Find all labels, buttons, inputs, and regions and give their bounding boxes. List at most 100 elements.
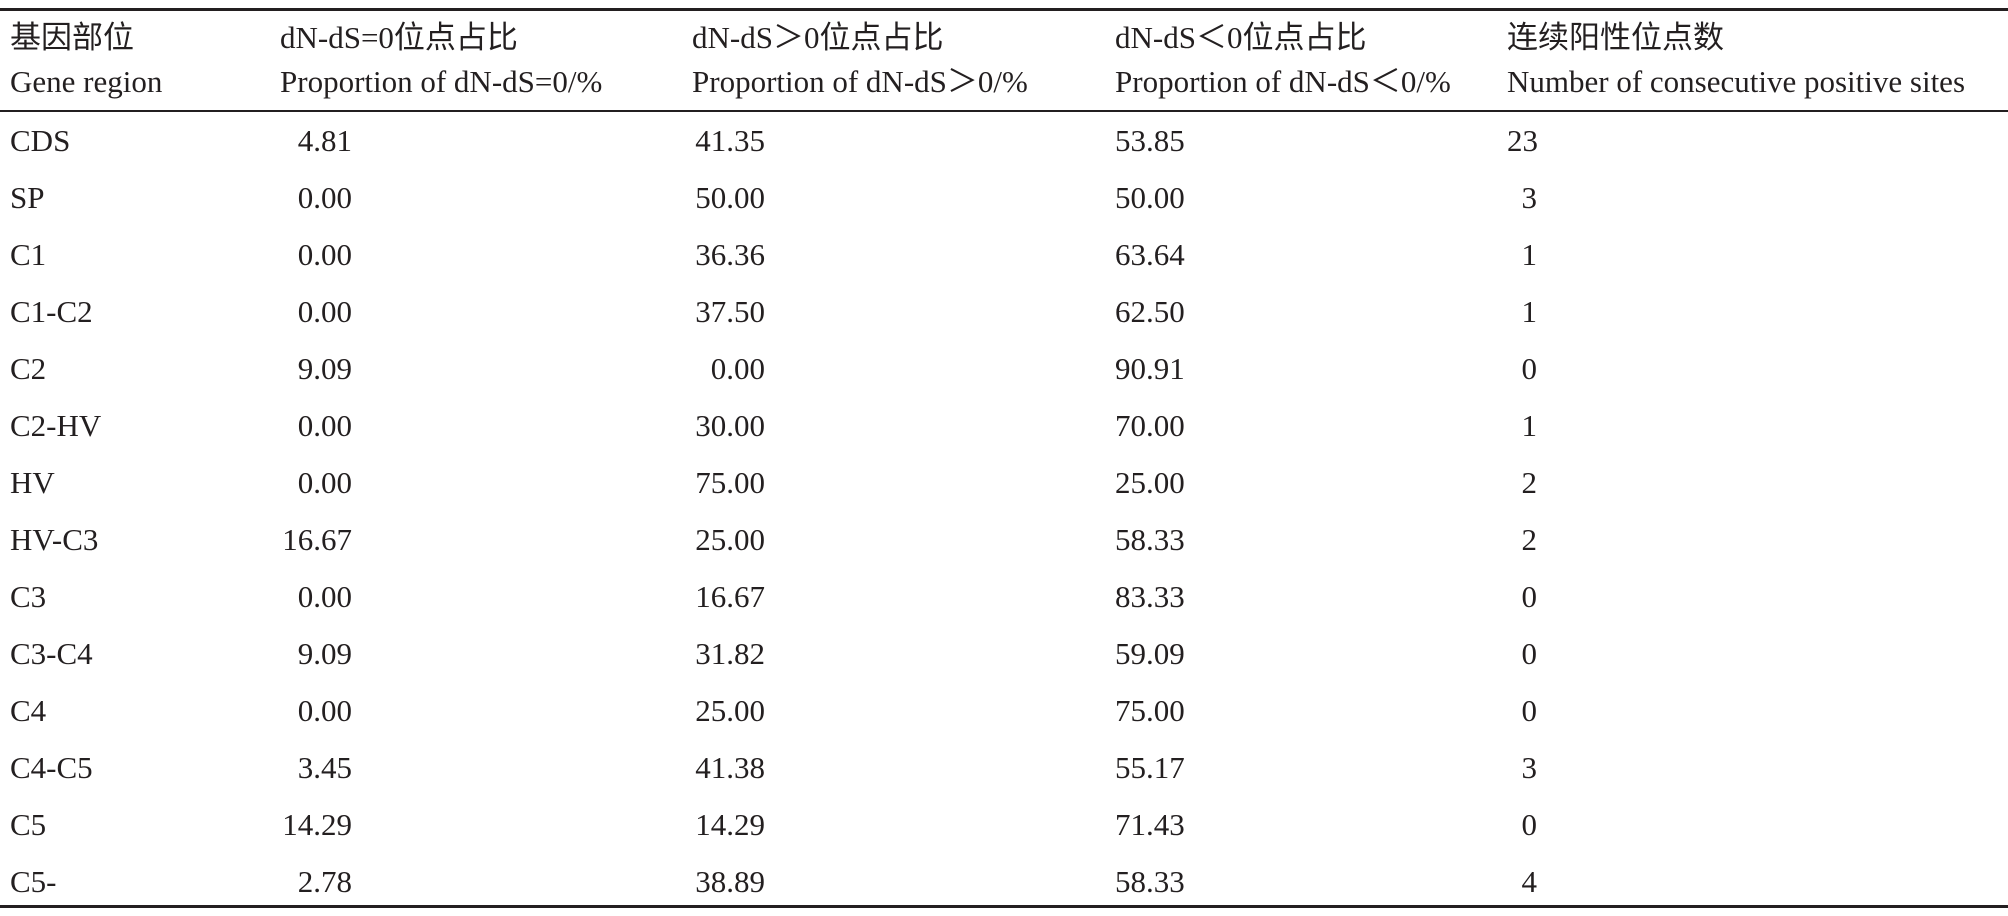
table-row: C4-C5 3.45 41.38 55.17 3	[0, 739, 2008, 796]
cell-gene-region: C4-C5	[10, 750, 93, 785]
cell-dnds-zero: 3.45	[297, 750, 352, 785]
header-consecutive-sites-en: Number of consecutive positive sites	[1507, 64, 1966, 99]
cell-dnds-negative: 50.00	[1115, 180, 1185, 215]
cell-dnds-negative: 71.43	[1115, 807, 1185, 842]
cell-dnds-zero: 0.00	[297, 237, 352, 272]
cell-consecutive-sites: 0	[1521, 351, 1538, 386]
header-dnds-positive: dN-dS＞0位点占比 Proportion of dN-dS＞0/%	[692, 16, 1028, 104]
cell-gene-region: C4	[10, 693, 47, 728]
cell-dnds-zero: 0.00	[297, 465, 352, 500]
cell-consecutive-sites: 1	[1521, 408, 1538, 443]
cell-dnds-positive: 25.00	[695, 522, 765, 557]
cell-dnds-zero: 0.00	[297, 408, 352, 443]
header-dnds-positive-en: Proportion of dN-dS＞0/%	[692, 64, 1028, 99]
cell-gene-region: HV	[10, 465, 55, 500]
cell-dnds-zero: 16.67	[282, 522, 352, 557]
cell-consecutive-sites: 23	[1507, 123, 1538, 158]
cell-dnds-negative: 53.85	[1115, 123, 1185, 158]
cell-dnds-positive: 31.82	[695, 636, 765, 671]
cell-dnds-positive: 30.00	[695, 408, 765, 443]
cell-dnds-positive: 75.00	[695, 465, 765, 500]
cell-gene-region: C1-C2	[10, 294, 93, 329]
cell-consecutive-sites: 0	[1521, 807, 1538, 842]
table-row: C5- 2.78 38.89 58.33 4	[0, 853, 2008, 910]
cell-dnds-zero: 2.78	[297, 864, 352, 899]
header-dnds-zero: dN-dS=0位点占比 Proportion of dN-dS=0/%	[280, 16, 602, 104]
table-row: C2 9.09 0.00 90.91 0	[0, 340, 2008, 397]
header-consecutive-sites-zh: 连续阳性位点数	[1507, 20, 1724, 55]
table-body: CDS 4.81 41.35 53.85 23 SP 0.00 50.00 50…	[0, 112, 2008, 910]
cell-dnds-negative: 25.00	[1115, 465, 1185, 500]
cell-consecutive-sites: 0	[1521, 636, 1538, 671]
cell-gene-region: C3	[10, 579, 47, 614]
cell-dnds-negative: 63.64	[1115, 237, 1185, 272]
table-row: CDS 4.81 41.35 53.85 23	[0, 112, 2008, 169]
cell-consecutive-sites: 3	[1521, 750, 1538, 785]
cell-consecutive-sites: 2	[1521, 465, 1538, 500]
cell-dnds-negative: 70.00	[1115, 408, 1185, 443]
cell-dnds-negative: 55.17	[1115, 750, 1185, 785]
cell-consecutive-sites: 2	[1521, 522, 1538, 557]
header-gene-region-zh: 基因部位	[10, 20, 134, 55]
cell-dnds-positive: 14.29	[695, 807, 765, 842]
cell-consecutive-sites: 1	[1521, 294, 1538, 329]
cell-dnds-negative: 90.91	[1115, 351, 1185, 386]
cell-dnds-zero: 9.09	[297, 351, 352, 386]
table-row: HV-C3 16.67 25.00 58.33 2	[0, 511, 2008, 568]
table-row: SP 0.00 50.00 50.00 3	[0, 169, 2008, 226]
cell-dnds-positive: 36.36	[695, 237, 765, 272]
header-dnds-zero-en: Proportion of dN-dS=0/%	[280, 64, 603, 99]
table-row: C2-HV 0.00 30.00 70.00 1	[0, 397, 2008, 454]
cell-dnds-zero: 14.29	[282, 807, 352, 842]
cell-dnds-positive: 16.67	[695, 579, 765, 614]
header-dnds-negative-en: Proportion of dN-dS＜0/%	[1115, 64, 1451, 99]
cell-dnds-positive: 41.38	[695, 750, 765, 785]
cell-dnds-zero: 4.81	[297, 123, 352, 158]
cell-dnds-positive: 37.50	[695, 294, 765, 329]
header-dnds-positive-zh: dN-dS＞0位点占比	[692, 20, 944, 55]
cell-dnds-zero: 0.00	[297, 579, 352, 614]
table-row: C3 0.00 16.67 83.33 0	[0, 568, 2008, 625]
cell-dnds-negative: 59.09	[1115, 636, 1185, 671]
cell-dnds-zero: 9.09	[297, 636, 352, 671]
table-header-rule	[0, 110, 2008, 112]
cell-gene-region: C5	[10, 807, 47, 842]
cell-dnds-zero: 0.00	[297, 294, 352, 329]
cell-dnds-zero: 0.00	[297, 693, 352, 728]
cell-dnds-positive: 50.00	[695, 180, 765, 215]
cell-consecutive-sites: 1	[1521, 237, 1538, 272]
table-row: C3-C4 9.09 31.82 59.09 0	[0, 625, 2008, 682]
cell-gene-region: C2	[10, 351, 47, 386]
header-consecutive-sites: 连续阳性位点数 Number of consecutive positive s…	[1507, 16, 1965, 104]
cell-dnds-zero: 0.00	[297, 180, 352, 215]
cell-dnds-positive: 41.35	[695, 123, 765, 158]
cell-consecutive-sites: 4	[1521, 864, 1538, 899]
cell-consecutive-sites: 0	[1521, 579, 1538, 614]
cell-gene-region: HV-C3	[10, 522, 99, 557]
header-dnds-negative-zh: dN-dS＜0位点占比	[1115, 20, 1367, 55]
header-gene-region: 基因部位 Gene region	[10, 16, 162, 104]
table-top-rule	[0, 8, 2008, 11]
header-dnds-negative: dN-dS＜0位点占比 Proportion of dN-dS＜0/%	[1115, 16, 1451, 104]
cell-gene-region: C3-C4	[10, 636, 93, 671]
cell-gene-region: C2-HV	[10, 408, 102, 443]
table-row: C1-C2 0.00 37.50 62.50 1	[0, 283, 2008, 340]
table-row: C1 0.00 36.36 63.64 1	[0, 226, 2008, 283]
cell-dnds-positive: 38.89	[695, 864, 765, 899]
cell-dnds-negative: 62.50	[1115, 294, 1185, 329]
header-gene-region-en: Gene region	[10, 64, 163, 99]
table-row: HV 0.00 75.00 25.00 2	[0, 454, 2008, 511]
cell-dnds-negative: 58.33	[1115, 522, 1185, 557]
cell-gene-region: C1	[10, 237, 47, 272]
cell-dnds-positive: 25.00	[695, 693, 765, 728]
cell-dnds-positive: 0.00	[710, 351, 765, 386]
cell-dnds-negative: 83.33	[1115, 579, 1185, 614]
cell-dnds-negative: 75.00	[1115, 693, 1185, 728]
cell-dnds-negative: 58.33	[1115, 864, 1185, 899]
cell-gene-region: C5-	[10, 864, 57, 899]
cell-gene-region: CDS	[10, 123, 71, 158]
cell-consecutive-sites: 0	[1521, 693, 1538, 728]
table-row: C4 0.00 25.00 75.00 0	[0, 682, 2008, 739]
table-bottom-rule	[0, 905, 2008, 908]
cell-consecutive-sites: 3	[1521, 180, 1538, 215]
